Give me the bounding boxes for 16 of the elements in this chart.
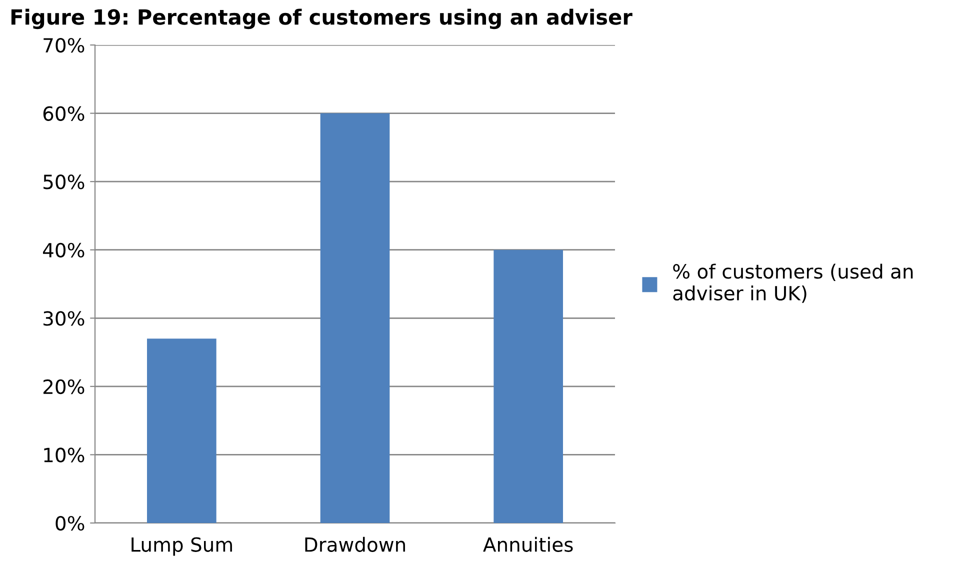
y-tick-label: 30% bbox=[44, 311, 84, 326]
chart-title: Figure 19: Percentage of customers using an adviser bbox=[11, 8, 632, 30]
y-tick-label: 50% bbox=[44, 174, 84, 190]
y-tick-label: 70% bbox=[44, 38, 84, 53]
x-tick-label: Lump Sum bbox=[132, 537, 232, 556]
bar bbox=[147, 338, 216, 523]
x-tick-label: Annuities bbox=[483, 536, 573, 552]
y-tick-label: 60% bbox=[43, 106, 84, 121]
y-tick-label: 0% bbox=[56, 516, 84, 531]
y-tick-label: 10% bbox=[44, 448, 84, 462]
y-tick-label: 40% bbox=[43, 242, 84, 258]
bar bbox=[494, 250, 563, 523]
y-tick-label: 20% bbox=[43, 379, 84, 394]
bar bbox=[320, 113, 390, 523]
legend-label: % of customers (used an adviser in UK) bbox=[673, 264, 913, 303]
x-tick-label: Drawdown bbox=[305, 536, 405, 552]
